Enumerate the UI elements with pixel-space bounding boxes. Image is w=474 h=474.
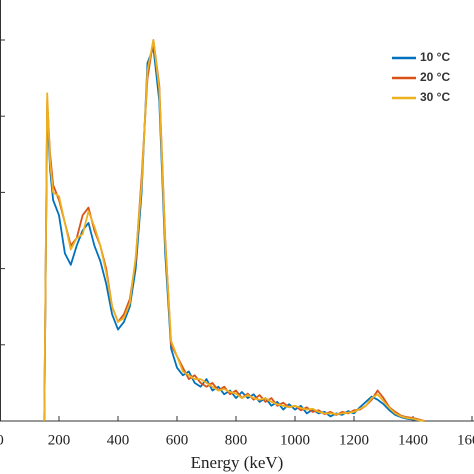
series-line [43, 39, 425, 422]
x-tick-label: 1000 [280, 432, 310, 448]
legend-label: 10 °C [420, 50, 450, 64]
x-tick-label: 800 [225, 432, 248, 448]
series-line [43, 39, 426, 422]
legend-label: 20 °C [420, 70, 450, 84]
x-tick-label: 600 [166, 432, 189, 448]
x-tick-label: 1600 [457, 432, 474, 448]
x-tick-label: 200 [48, 432, 71, 448]
legend-label: 30 °C [420, 90, 450, 104]
x-axis-label: Energy (keV) [191, 453, 284, 472]
series-line [43, 46, 425, 422]
x-tick-label: 400 [107, 432, 130, 448]
x-tick-label: 1200 [339, 432, 369, 448]
x-tick-label: 0 [0, 432, 4, 448]
x-tick-label: 1400 [398, 432, 428, 448]
